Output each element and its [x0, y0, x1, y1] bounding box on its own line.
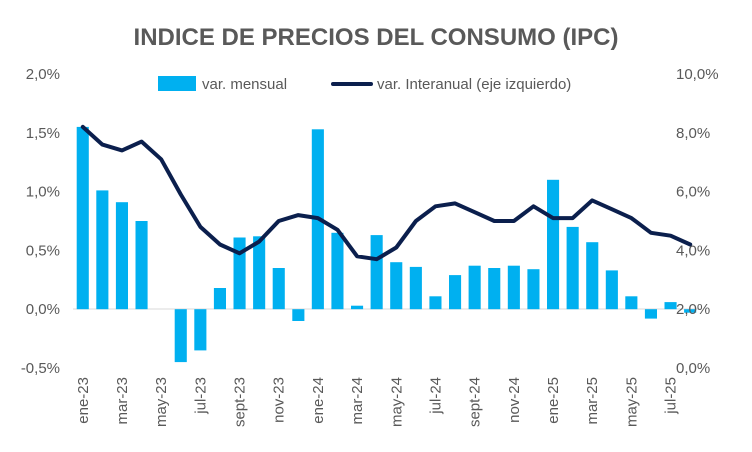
bar-monthly: [233, 237, 246, 310]
left-tick-label: -0,5%: [21, 360, 60, 377]
left-tick-label: 2,0%: [26, 66, 60, 83]
line-annual-series: [80, 124, 693, 262]
x-tick-label: ene-25: [545, 377, 562, 424]
x-tick-label: ene-23: [75, 377, 92, 424]
x-tick-label: mar-23: [114, 377, 131, 425]
right-tick-label: 0,0%: [676, 360, 710, 377]
bar-monthly: [547, 179, 560, 310]
left-axis-ticks: -0,5% 0,0% 0,5% 1,0% 1,5% 2,0%: [21, 66, 60, 377]
bar-monthly: [605, 270, 618, 310]
x-tick-label: mar-24: [349, 377, 366, 425]
bar-monthly: [96, 190, 109, 310]
right-tick-label: 2,0%: [676, 301, 710, 318]
left-tick-label: 0,0%: [26, 301, 60, 318]
right-tick-label: 4,0%: [676, 242, 710, 259]
bar-monthly: [253, 236, 266, 310]
x-tick-label: jul-24: [428, 377, 445, 415]
bar-monthly: [135, 221, 148, 310]
bar-monthly: [213, 288, 226, 310]
bar-monthly: [586, 242, 599, 310]
bar-monthly: [527, 269, 540, 310]
x-tick-label: ene-24: [310, 377, 327, 424]
bar-monthly: [566, 226, 579, 310]
bar-monthly: [488, 268, 501, 310]
bar-monthly: [331, 232, 344, 310]
legend-label-annual: var. Interanual (eje izquierdo): [377, 76, 571, 93]
bar-monthly: [292, 309, 305, 321]
bar-monthly: [507, 265, 520, 310]
x-tick-label: mar-25: [584, 377, 601, 425]
x-tick-label: nov-24: [506, 377, 523, 423]
right-tick-label: 8,0%: [676, 125, 710, 142]
bar-monthly: [76, 126, 89, 310]
legend-swatch-monthly: [158, 76, 196, 91]
bar-monthly: [174, 309, 187, 363]
x-tick-label: may-23: [153, 377, 170, 427]
bar-monthly: [449, 275, 462, 310]
bar-monthly: [664, 302, 677, 310]
x-tick-label: sept-24: [467, 377, 484, 427]
x-tick-label: nov-23: [271, 377, 288, 423]
x-tick-label: sept-23: [232, 377, 249, 427]
bar-monthly: [272, 268, 285, 310]
legend-label-monthly: var. mensual: [202, 76, 287, 93]
left-tick-label: 0,5%: [26, 242, 60, 259]
bar-monthly: [644, 309, 657, 319]
bar-monthly: [390, 262, 403, 310]
right-tick-label: 6,0%: [676, 184, 710, 201]
bar-monthly: [194, 309, 207, 351]
bar-monthly: [409, 266, 422, 310]
right-tick-label: 10,0%: [676, 66, 719, 83]
x-tick-label: jul-23: [192, 377, 209, 415]
bar-monthly: [351, 305, 364, 310]
bars-monthly: [76, 126, 697, 363]
x-tick-label: may-24: [388, 377, 405, 427]
bar-monthly: [370, 235, 383, 310]
left-tick-label: 1,0%: [26, 184, 60, 201]
left-tick-label: 1,5%: [26, 125, 60, 142]
x-axis-ticks: ene-23 mar-23 may-23 jul-23 sept-23 nov-23 ene…: [75, 377, 680, 427]
x-tick-label: may-25: [623, 377, 640, 427]
bar-monthly: [115, 202, 128, 310]
right-axis-ticks: 0,0% 2,0% 4,0% 6,0% 8,0% 10,0%: [676, 66, 719, 377]
bar-monthly: [429, 296, 442, 310]
bar-monthly: [684, 309, 697, 313]
bar-monthly: [468, 265, 481, 310]
x-tick-label: jul-25: [663, 377, 680, 415]
legend: var. mensual var. Interanual (eje izquie…: [158, 76, 571, 93]
chart-title: INDICE DE PRECIOS DEL CONSUMO (IPC): [134, 24, 619, 51]
bar-monthly: [625, 296, 638, 310]
